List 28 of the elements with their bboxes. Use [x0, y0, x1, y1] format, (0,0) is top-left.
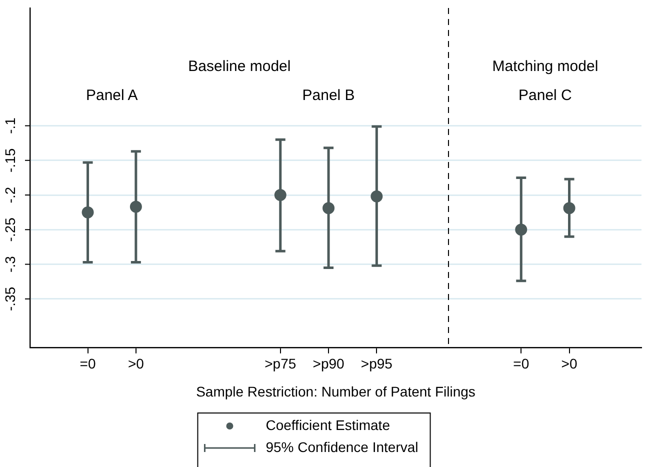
x-tick-label: >0: [561, 356, 578, 372]
x-tick-label: =0: [80, 356, 96, 372]
annotation: Panel A: [86, 86, 138, 104]
point: [322, 202, 335, 214]
annotation: Matching model: [492, 58, 598, 76]
x-tick-label: >p95: [360, 356, 393, 372]
y-tick-label: -.3: [2, 256, 18, 272]
y-tick-label: -.15: [2, 148, 18, 172]
legend-label: Coefficient Estimate: [266, 416, 390, 433]
point: [82, 206, 94, 218]
y-tick-label: -.35: [2, 286, 18, 311]
x-axis-title: Sample Restriction: Number of Patent Filings: [196, 383, 476, 400]
annotation: Panel B: [302, 86, 355, 104]
x-tick-label: >p75: [264, 356, 296, 372]
y-tick-label: -.25: [2, 217, 18, 242]
point: [563, 202, 576, 214]
text: 95% Confidence Interval: [266, 438, 418, 455]
point: [370, 190, 383, 202]
x-tick-label: =0: [513, 356, 530, 372]
y-tick-label: -.2: [2, 186, 18, 204]
point: [515, 224, 528, 236]
annotation: Panel C: [518, 86, 572, 104]
point: [130, 200, 142, 213]
annotation: Baseline model: [188, 58, 291, 76]
y-tick-label: -.1: [2, 117, 18, 134]
x-tick-label: >p90: [312, 356, 344, 372]
point: [274, 189, 286, 202]
x-tick-label: >0: [128, 356, 144, 372]
